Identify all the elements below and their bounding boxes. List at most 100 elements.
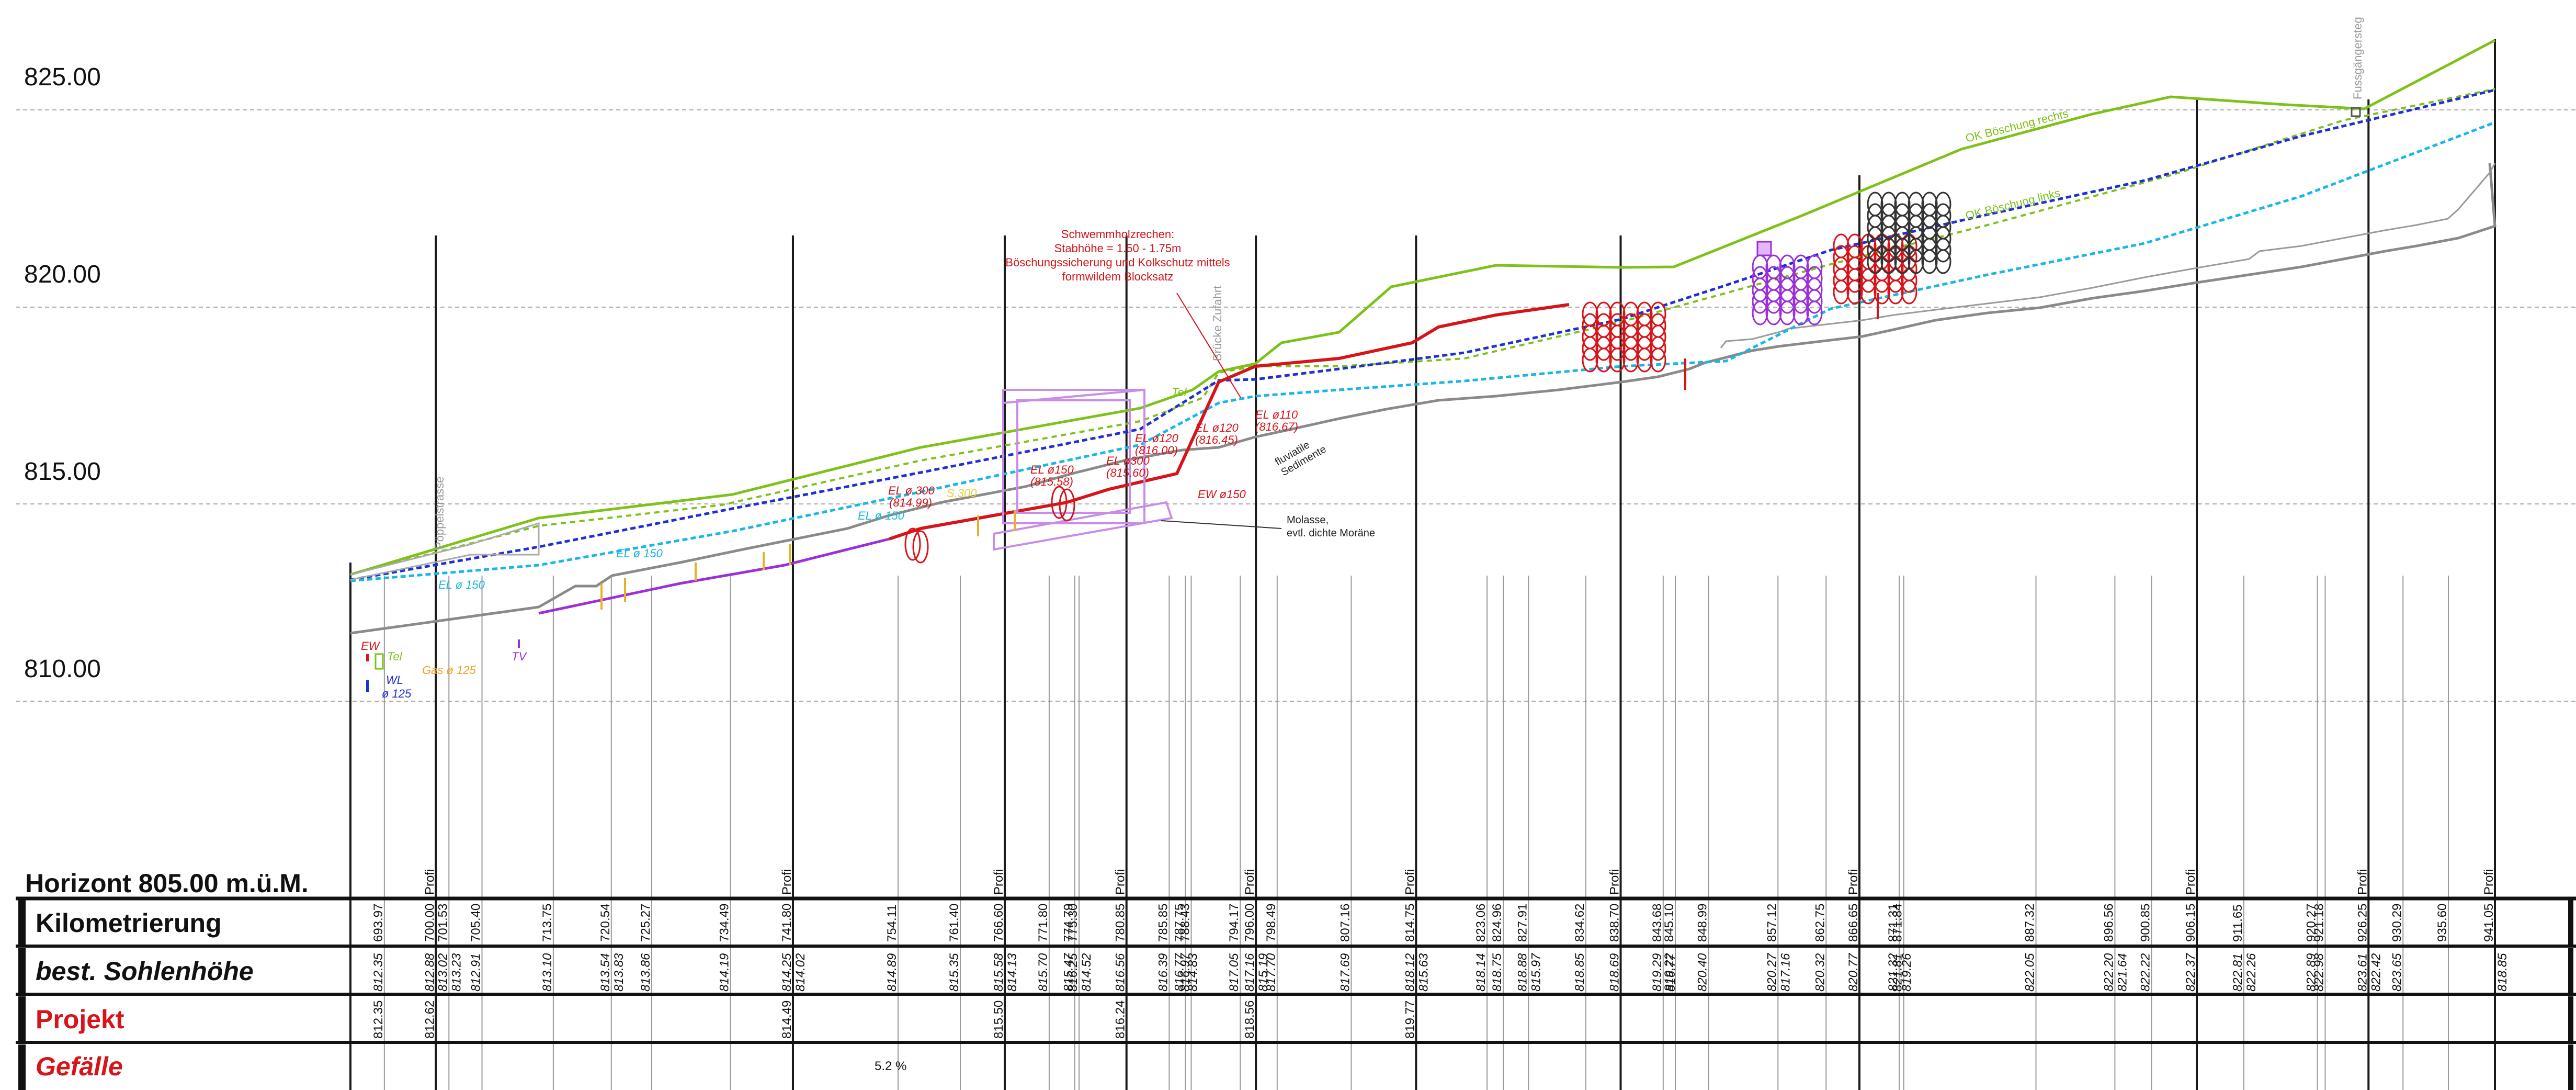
bruecke-label: Brücke Zufahrt xyxy=(1211,286,1224,361)
profil-label: Profi xyxy=(423,869,437,895)
km-value: 796.00 xyxy=(1243,904,1257,942)
trash-rack-top xyxy=(1003,389,1145,404)
sohle-value: 820.32 xyxy=(1813,953,1827,992)
sohle-value: 816.39 xyxy=(1156,953,1170,992)
fluviatile-note: fluviatile Sedimente xyxy=(1273,439,1328,478)
riprap-block xyxy=(1935,249,1951,274)
km-value: 798.49 xyxy=(1264,904,1278,942)
ew150-label: EW ø150 xyxy=(1198,488,1246,501)
km-value: 926.25 xyxy=(2355,904,2369,942)
km-value: 807.16 xyxy=(1338,904,1352,942)
km-value: 788.43 xyxy=(1178,904,1193,942)
km-value: 935.60 xyxy=(2435,904,2449,942)
elevation-label-815: 815.00 xyxy=(24,458,101,486)
tel-box xyxy=(375,653,384,670)
culvert-ellipse-1 xyxy=(904,527,921,561)
el120b-value: (816.45) xyxy=(1195,433,1238,446)
sohle-value: 822.37 xyxy=(2184,952,2198,992)
projekt-value: 812.35 xyxy=(371,1001,385,1039)
riprap-block xyxy=(1921,249,1938,274)
km-value: 845.10 xyxy=(1662,904,1676,942)
riprap-block xyxy=(1792,300,1809,325)
km-value: 843.68 xyxy=(1650,904,1664,942)
sohle-value-secondary: 816.77 xyxy=(1664,952,1678,992)
riprap-block xyxy=(1765,289,1782,314)
riprap-block xyxy=(1833,268,1849,293)
horizon-label: Horizont 805.00 m.ü.M. xyxy=(25,869,309,898)
sohle-value: 819.29 xyxy=(1650,953,1664,992)
km-value: 761.40 xyxy=(947,904,961,942)
row-label-sohle: best. Sohlenhöhe xyxy=(36,957,254,986)
sohle-value: 818.88 xyxy=(1515,953,1529,992)
km-value: 771.80 xyxy=(1036,904,1050,942)
sohle-value: 822.89 xyxy=(2305,953,2319,992)
el300-value: (814.99) xyxy=(889,496,932,509)
riprap-block xyxy=(1846,279,1863,305)
el300-label: EL ø 300 xyxy=(888,484,935,497)
el150d-value: (815.58) xyxy=(1030,475,1073,488)
sohle-value: 818.75 xyxy=(1490,953,1504,992)
riprap-block xyxy=(1874,279,1890,305)
elevation-grid xyxy=(16,109,2576,702)
schwemmholz-note-line-3: Böschungssicherung und Kolkschutz mittel… xyxy=(1005,256,1230,269)
riprap-block xyxy=(1595,336,1612,361)
riprap-block xyxy=(1880,249,1897,274)
sohle-value: 812.35 xyxy=(371,953,385,992)
riprap-block xyxy=(1833,279,1849,305)
el150-label-b: EL ø 150 xyxy=(616,547,663,560)
km-value: 700.00 xyxy=(423,904,437,942)
riprap-block xyxy=(1901,268,1917,293)
sohle-value-secondary: 815.19 xyxy=(1256,953,1270,992)
schwemmholz-note: Schwemmholzrechen: Stabhöhe = 1.50 - 1.7… xyxy=(1005,228,1230,283)
sohle-value: 812.91 xyxy=(469,953,483,992)
riprap-block xyxy=(1894,238,1911,263)
el150-label-a: EL ø 150 xyxy=(438,578,485,591)
el300b-value: (815.60) xyxy=(1106,466,1149,479)
right-marker-3 xyxy=(2568,996,2573,1041)
poeppelstrasse-label: Pöppelstrasse xyxy=(433,477,446,549)
sohle-value: 813.86 xyxy=(639,953,653,992)
riprap-block xyxy=(1908,238,1924,263)
km-value: 887.32 xyxy=(2023,904,2037,942)
km-value: 705.40 xyxy=(469,904,483,942)
profil-label: Profi xyxy=(1243,869,1257,895)
km-value: 754.11 xyxy=(885,904,899,942)
riprap-block xyxy=(1887,279,1904,305)
km-value: 848.99 xyxy=(1696,904,1710,942)
elevation-label-810: 810.00 xyxy=(24,655,101,683)
projekt-value: 814.49 xyxy=(780,1001,794,1039)
sohle-value: 817.70 xyxy=(1264,953,1278,992)
profil-label: Profi xyxy=(2355,869,2369,895)
sohle-value-secondary: 822.26 xyxy=(2244,953,2259,992)
km-value: 787.75 xyxy=(1172,904,1186,942)
wl-dn-label: ø 125 xyxy=(382,687,412,700)
km-value: 866.65 xyxy=(1846,904,1860,942)
km-value: 827.91 xyxy=(1515,904,1529,942)
projekt-value: 819.77 xyxy=(1403,1001,1417,1039)
riprap-block xyxy=(1921,238,1938,263)
sohle-value-secondary: 821.64 xyxy=(2115,953,2129,992)
water-level-blue-line xyxy=(350,88,2495,581)
km-value: 838.70 xyxy=(1607,904,1621,942)
km-value: 775.30 xyxy=(1066,904,1080,942)
culvert-ellipse-3 xyxy=(1051,486,1068,519)
culvert-ellipses xyxy=(904,486,1075,564)
profil-label: Profi xyxy=(992,869,1006,895)
sohle-value: 815.58 xyxy=(992,953,1006,992)
sohle-value-secondary: 818.85 xyxy=(2495,953,2510,992)
elevation-label-825: 825.00 xyxy=(24,63,101,91)
sohle-value: 822.98 xyxy=(2312,953,2326,992)
s300-label: S.300 xyxy=(947,487,977,500)
right-marker-1 xyxy=(2568,900,2573,945)
tel-label: Tel xyxy=(387,650,403,663)
gray-fill-start xyxy=(350,522,540,581)
el110-value: (816.67) xyxy=(1255,420,1298,433)
right-marker-4 xyxy=(2568,1044,2573,1090)
sohle-value-secondary: 815.63 xyxy=(1416,953,1431,992)
sohle-value: 821.32 xyxy=(1886,953,1900,992)
km-value: 693.97 xyxy=(371,904,385,942)
riprap-block xyxy=(1582,336,1598,361)
km-value: 823.06 xyxy=(1474,904,1488,942)
el120b-label: EL ø120 xyxy=(1195,421,1239,434)
